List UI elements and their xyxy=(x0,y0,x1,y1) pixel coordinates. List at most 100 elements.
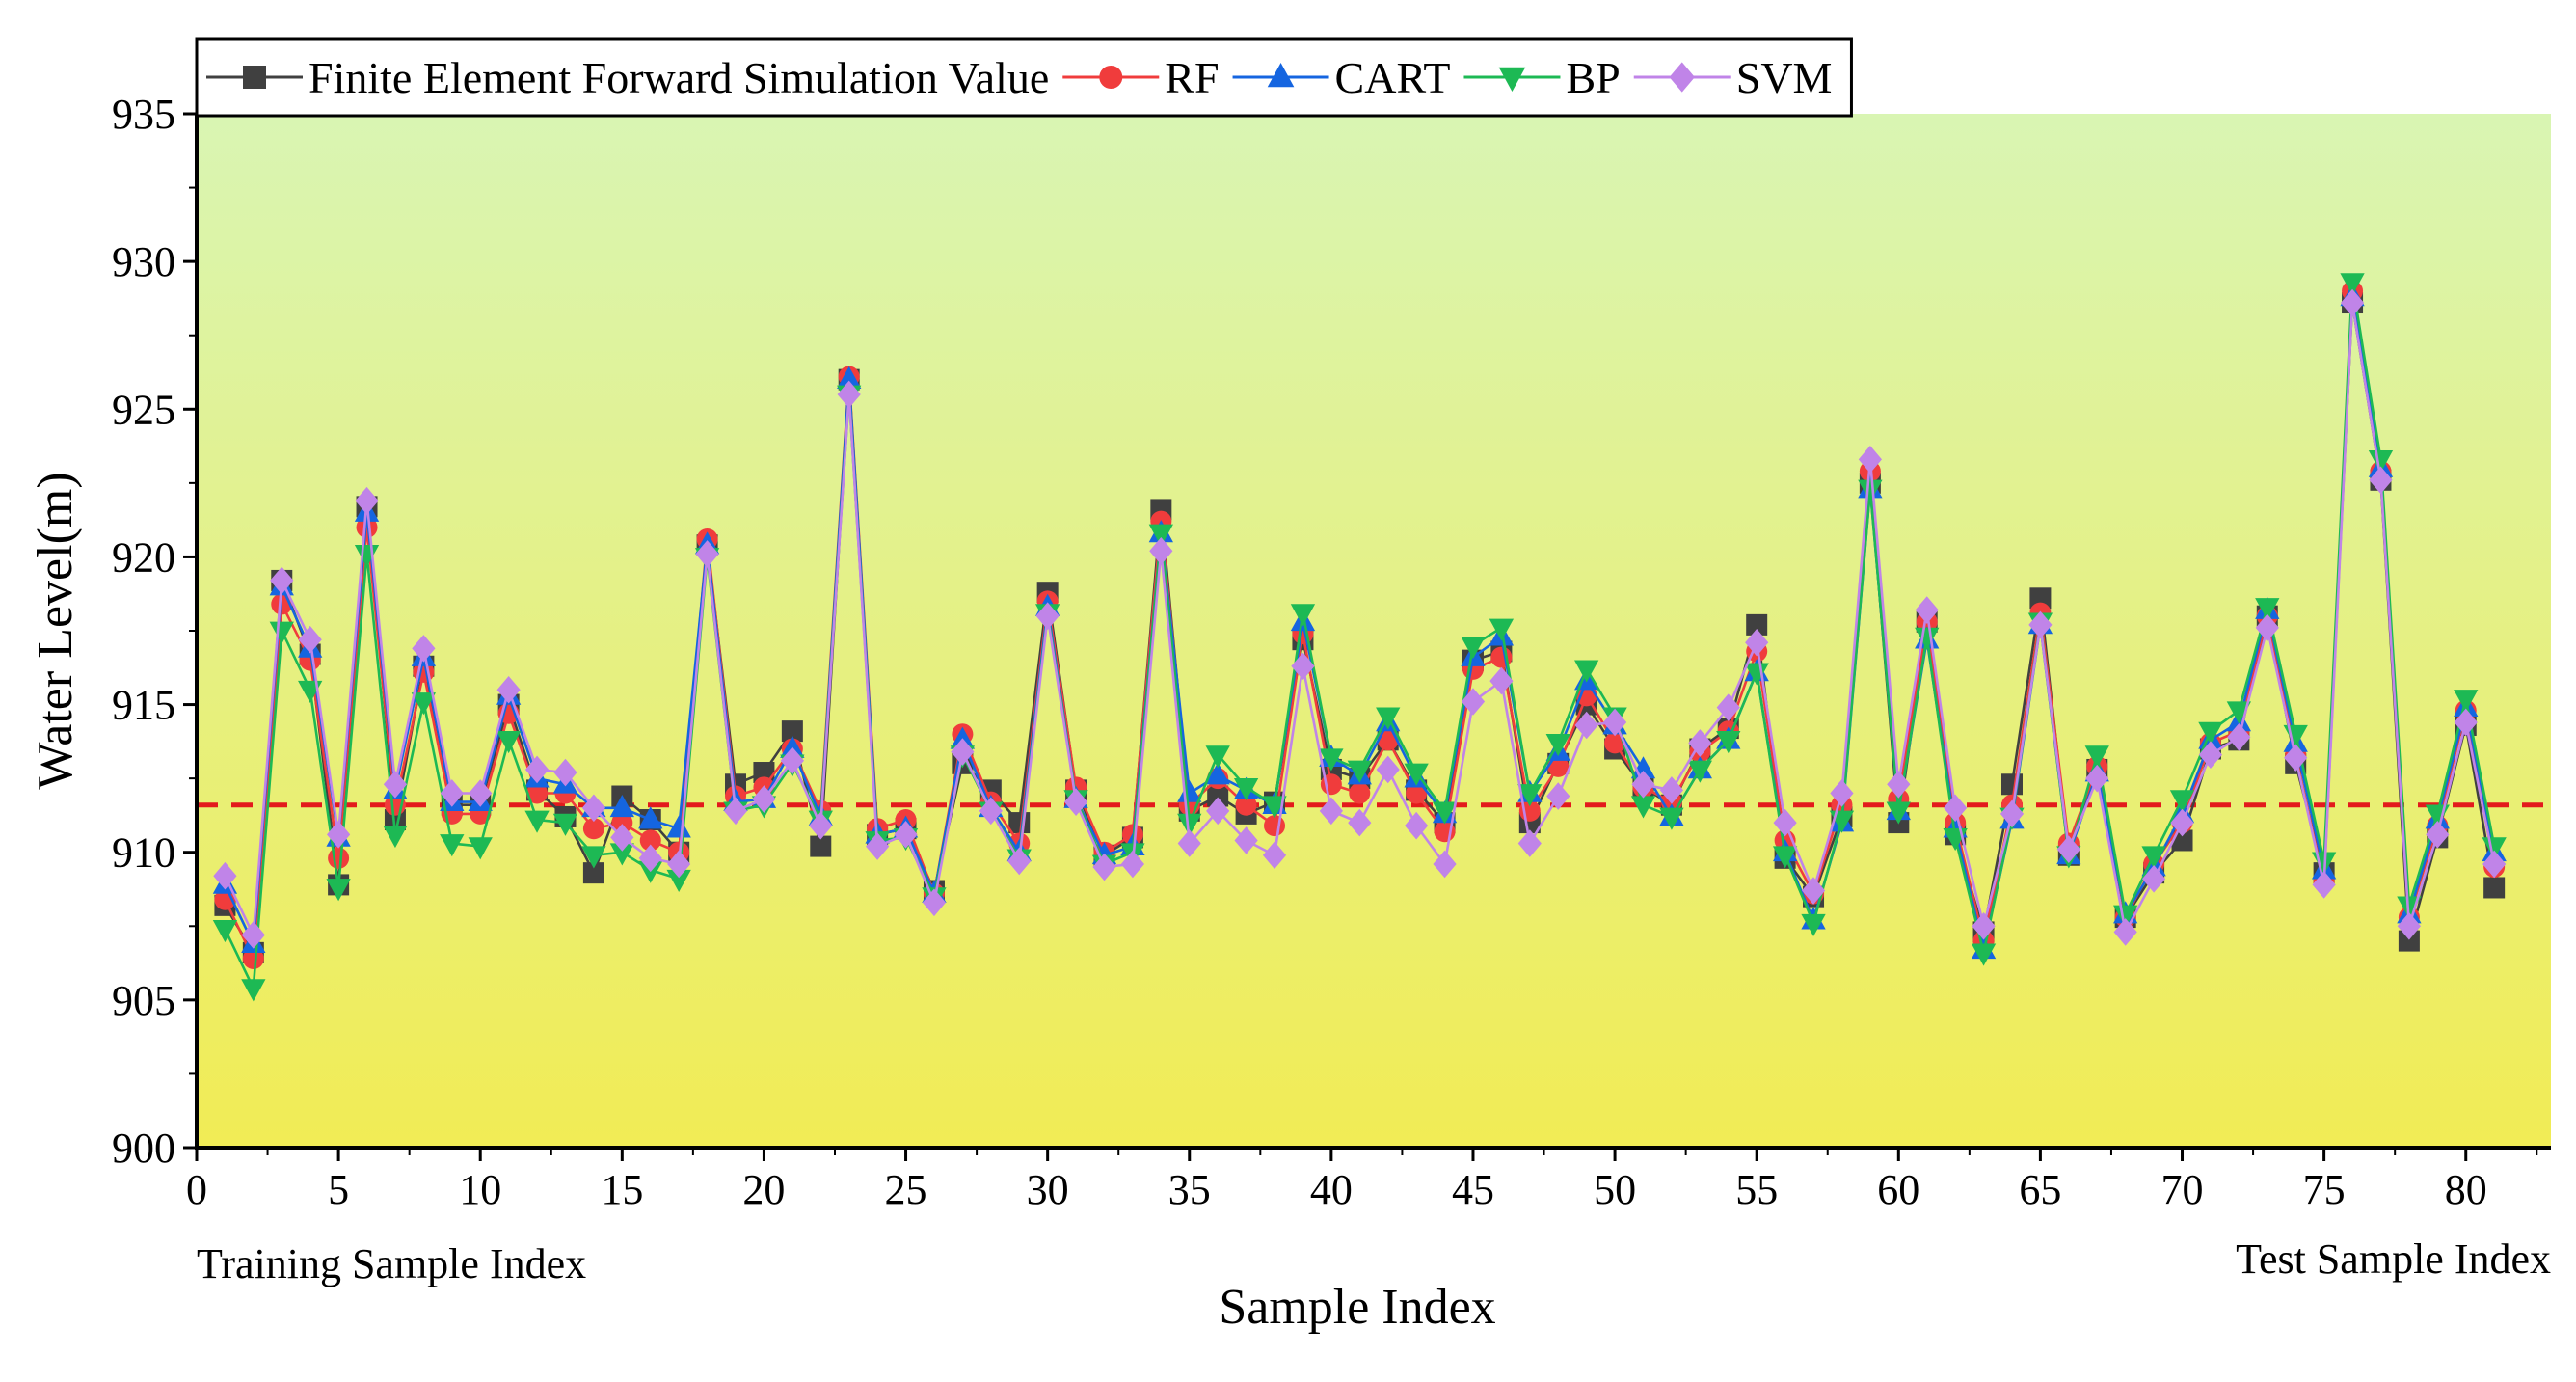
x-axis-title: Sample Index xyxy=(1219,1280,1495,1335)
data-point xyxy=(1120,850,1145,879)
data-point xyxy=(298,625,322,654)
data-point xyxy=(2198,741,2223,769)
data-point xyxy=(1319,748,1344,772)
data-point xyxy=(1545,734,1570,757)
data-point xyxy=(582,818,604,840)
data-point xyxy=(2284,744,2308,772)
data-point xyxy=(1348,808,1372,837)
data-point xyxy=(1177,779,1202,802)
data-point xyxy=(2398,930,2420,952)
y-tick-label: 905 xyxy=(112,977,175,1024)
data-point xyxy=(2340,288,2365,317)
x-tick-label: 70 xyxy=(2161,1166,2204,1213)
data-point xyxy=(1489,618,1515,641)
data-point xyxy=(581,794,606,823)
data-point xyxy=(1744,663,1769,686)
data-point xyxy=(1233,777,1259,801)
x-tick-label: 20 xyxy=(742,1166,785,1213)
legend-item: BP xyxy=(1463,53,1621,102)
data-point xyxy=(2198,721,2223,745)
data-point xyxy=(1432,801,1458,825)
data-point xyxy=(1035,602,1060,630)
data-point xyxy=(2255,598,2280,621)
data-point xyxy=(1830,779,1854,807)
data-point xyxy=(1319,797,1343,826)
data-point xyxy=(638,860,663,883)
data-point xyxy=(609,795,634,818)
data-point xyxy=(581,846,606,869)
data-point xyxy=(639,829,661,852)
data-point xyxy=(1688,729,1712,757)
data-point xyxy=(1008,812,1031,834)
data-point xyxy=(837,366,862,390)
y-tick-label: 910 xyxy=(112,829,175,877)
x-tick-label: 40 xyxy=(1310,1166,1353,1213)
training-region-label: Training Sample Index xyxy=(197,1240,586,1287)
legend-item: RF xyxy=(1062,53,1220,102)
data-point xyxy=(979,797,1003,826)
data-point xyxy=(837,380,861,409)
legend-marker xyxy=(1498,67,1526,92)
data-point xyxy=(1574,711,1598,740)
data-point xyxy=(269,621,294,644)
data-point xyxy=(1461,636,1486,660)
data-point xyxy=(553,758,577,787)
x-tick-label: 10 xyxy=(459,1166,501,1213)
legend-label: BP xyxy=(1566,53,1620,102)
data-point xyxy=(1177,829,1201,857)
data-point xyxy=(241,921,265,949)
legend-label: Finite Element Forward Simulation Value xyxy=(309,53,1049,102)
data-point xyxy=(526,782,549,804)
data-point xyxy=(1574,660,1599,683)
data-point xyxy=(1631,770,1655,799)
data-point xyxy=(1746,613,1768,636)
data-point xyxy=(469,779,493,807)
y-tick-label: 920 xyxy=(112,533,175,581)
legend-box xyxy=(195,37,1853,118)
legend-marker xyxy=(1099,66,1123,89)
data-point xyxy=(496,730,522,754)
data-point xyxy=(412,635,436,663)
data-point xyxy=(1092,853,1116,881)
data-point xyxy=(1801,913,1826,936)
data-point xyxy=(1177,813,1202,836)
y-tick-label: 930 xyxy=(112,238,175,285)
data-point xyxy=(1546,782,1570,810)
data-point xyxy=(2085,764,2109,793)
data-point xyxy=(780,735,805,758)
data-point xyxy=(2141,864,2166,893)
x-tick-label: 60 xyxy=(1877,1166,1919,1213)
data-point xyxy=(2056,835,2080,863)
data-point xyxy=(1887,770,1911,799)
data-point xyxy=(2227,722,2251,751)
data-point xyxy=(667,850,691,879)
data-point xyxy=(950,726,976,749)
data-point xyxy=(383,825,408,849)
data-point xyxy=(610,824,634,852)
data-point xyxy=(270,566,294,595)
data-point xyxy=(213,861,237,890)
x-tick-label: 45 xyxy=(1452,1166,1494,1213)
data-point xyxy=(666,869,691,893)
data-point xyxy=(609,843,634,866)
legend-item: Finite Element Forward Simulation Value xyxy=(206,53,1049,102)
data-point xyxy=(1517,829,1542,857)
legend-marker xyxy=(243,66,266,89)
data-point xyxy=(1687,760,1712,783)
data-point xyxy=(1461,688,1486,716)
data-point xyxy=(1433,850,1457,879)
data-point xyxy=(2141,846,2166,869)
data-point xyxy=(2454,690,2479,713)
x-tick-label: 35 xyxy=(1168,1166,1211,1213)
y-tick-label: 900 xyxy=(112,1125,175,1172)
data-point xyxy=(1971,943,1997,966)
data-point xyxy=(1915,627,1940,650)
data-point xyxy=(2255,613,2279,642)
data-point xyxy=(1773,808,1797,837)
data-point xyxy=(1886,801,1911,825)
data-point xyxy=(2426,821,2450,849)
data-point xyxy=(1659,776,1684,804)
data-point xyxy=(2312,871,2336,899)
data-point xyxy=(1801,877,1826,905)
